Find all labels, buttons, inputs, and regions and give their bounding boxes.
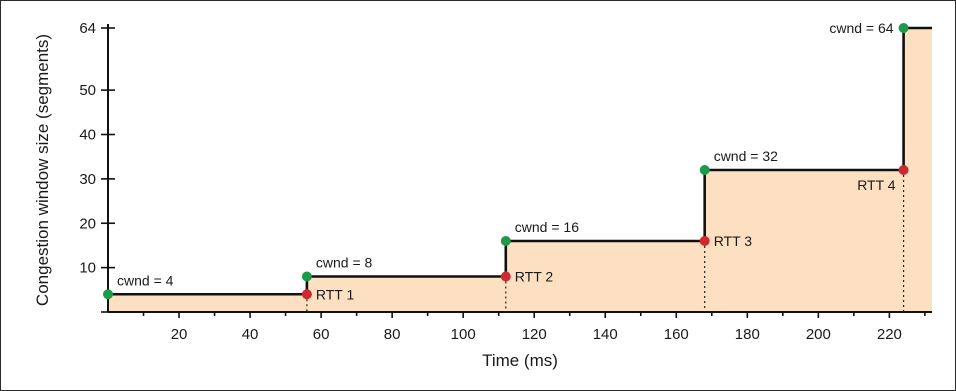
x-tick-label: 160 <box>664 326 689 343</box>
cwnd-step-line <box>108 26 932 296</box>
rtt-point-3 <box>699 236 710 246</box>
cwnd-label-4: cwnd = 32 <box>714 148 778 164</box>
y-tick-label: 50 <box>79 82 96 99</box>
rtt-label-4: RTT 4 <box>857 177 896 193</box>
x-tick-label: 40 <box>242 326 259 343</box>
cwnd-point-5 <box>898 23 909 33</box>
y-axis-title: Congestion window size (segments) <box>33 34 52 306</box>
cwnd-label-2: cwnd = 8 <box>316 255 373 271</box>
y-tick-label: 40 <box>79 127 96 144</box>
cwnd-area-fill <box>108 28 932 312</box>
cwnd-label-3: cwnd = 16 <box>515 219 579 235</box>
x-tick-label: 200 <box>806 326 831 343</box>
rtt-label-2: RTT 2 <box>515 269 554 285</box>
cwnd-label-5: cwnd = 64 <box>829 20 893 36</box>
cwnd-point-3 <box>500 236 511 246</box>
x-tick-label: 100 <box>451 326 476 343</box>
rtt-point-4 <box>898 165 909 175</box>
x-tick-label: 120 <box>522 326 547 343</box>
cwnd-point-4 <box>699 165 710 175</box>
rtt-label-3: RTT 3 <box>714 233 753 249</box>
rtt-point-1 <box>301 289 312 300</box>
x-axis-title: Time (ms) <box>482 351 558 370</box>
y-tick-label: 20 <box>79 215 96 232</box>
y-tick-label: 10 <box>79 260 96 277</box>
y-tick-label: 30 <box>79 171 96 188</box>
x-tick-label: 180 <box>735 326 760 343</box>
cwnd-point-2 <box>301 271 312 282</box>
cwnd-label-1: cwnd = 4 <box>117 272 174 288</box>
rtt-point-2 <box>500 271 511 282</box>
cwnd-point-1 <box>103 289 113 300</box>
x-tick-label: 20 <box>171 326 188 343</box>
x-tick-label: 220 <box>877 326 902 343</box>
x-tick-label: 140 <box>593 326 618 343</box>
x-tick-label: 60 <box>313 326 330 343</box>
x-tick-label: 80 <box>384 326 401 343</box>
rtt-label-1: RTT 1 <box>316 286 355 302</box>
y-tick-label: 64 <box>79 20 96 37</box>
